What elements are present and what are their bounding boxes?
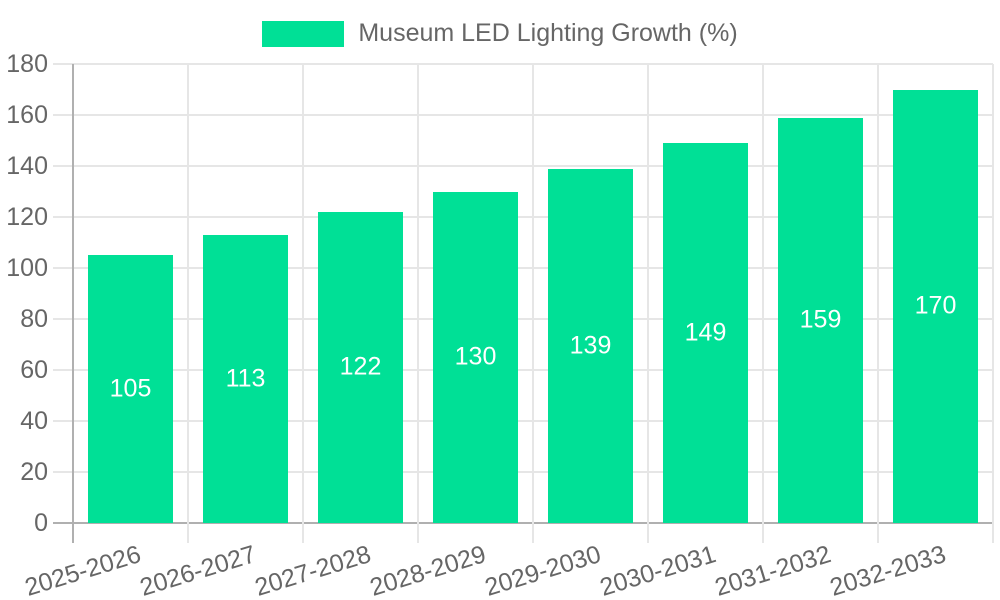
gridline-horizontal [53,165,993,167]
gridline-horizontal [53,63,993,65]
legend-label: Museum LED Lighting Growth (%) [358,19,738,47]
x-tick-label: 2025-2026 [21,540,145,600]
bar-2030-2031[interactable] [663,143,748,523]
gridline-horizontal [53,318,993,320]
bar-2025-2026[interactable] [88,255,173,523]
bar-2026-2027[interactable] [203,234,288,523]
legend-item[interactable]: Museum LED Lighting Growth (%) [0,19,1000,48]
bar-value-label: 105 [109,374,152,403]
gridline-vertical [302,64,304,543]
bar-value-label: 139 [569,331,612,360]
bar-2028-2029[interactable] [433,191,518,523]
bar-value-label: 122 [339,352,382,381]
y-tick-label: 140 [6,152,48,180]
bar-2032-2033[interactable] [893,89,978,523]
y-tick-label: 80 [20,305,48,333]
bar-value-label: 159 [799,305,842,334]
gridline-horizontal [53,267,993,269]
bar-2027-2028[interactable] [318,211,403,523]
y-tick-label: 20 [20,458,48,486]
x-tick-label: 2028-2029 [366,540,490,600]
gridline-horizontal [53,114,993,116]
y-tick-label: 60 [20,356,48,384]
y-tick-label: 160 [6,101,48,129]
bar-value-label: 113 [225,364,266,393]
x-tick-label: 2031-2032 [711,540,835,600]
bar-value-label: 170 [914,291,957,320]
gridline-horizontal [53,420,993,422]
y-tick-label: 100 [6,254,48,282]
legend-swatch [262,20,345,47]
y-axis-line [72,64,74,543]
gridline-vertical [762,64,764,543]
gridline-vertical [417,64,419,543]
x-tick-label: 2029-2030 [481,540,605,600]
gridline-vertical [877,64,879,543]
x-tick-label: 2032-2033 [826,540,950,600]
x-tick-label: 2026-2027 [136,540,260,600]
gridline-horizontal [53,369,993,371]
gridline-vertical [992,64,994,543]
gridline-vertical [187,64,189,543]
bar-2031-2032[interactable] [778,117,863,523]
bar-value-label: 130 [454,342,497,371]
x-tick-label: 2030-2031 [596,540,720,600]
y-tick-label: 120 [6,203,48,231]
y-tick-label: 0 [34,509,48,537]
y-tick-label: 40 [20,407,48,435]
bar-value-label: 149 [684,318,727,347]
gridline-horizontal [53,471,993,473]
gridline-horizontal [53,216,993,218]
x-axis-line [53,522,993,524]
y-tick-label: 180 [6,50,48,78]
gridline-vertical [532,64,534,543]
gridline-vertical [647,64,649,543]
bar-2029-2030[interactable] [548,168,633,523]
x-tick-label: 2027-2028 [251,540,375,600]
